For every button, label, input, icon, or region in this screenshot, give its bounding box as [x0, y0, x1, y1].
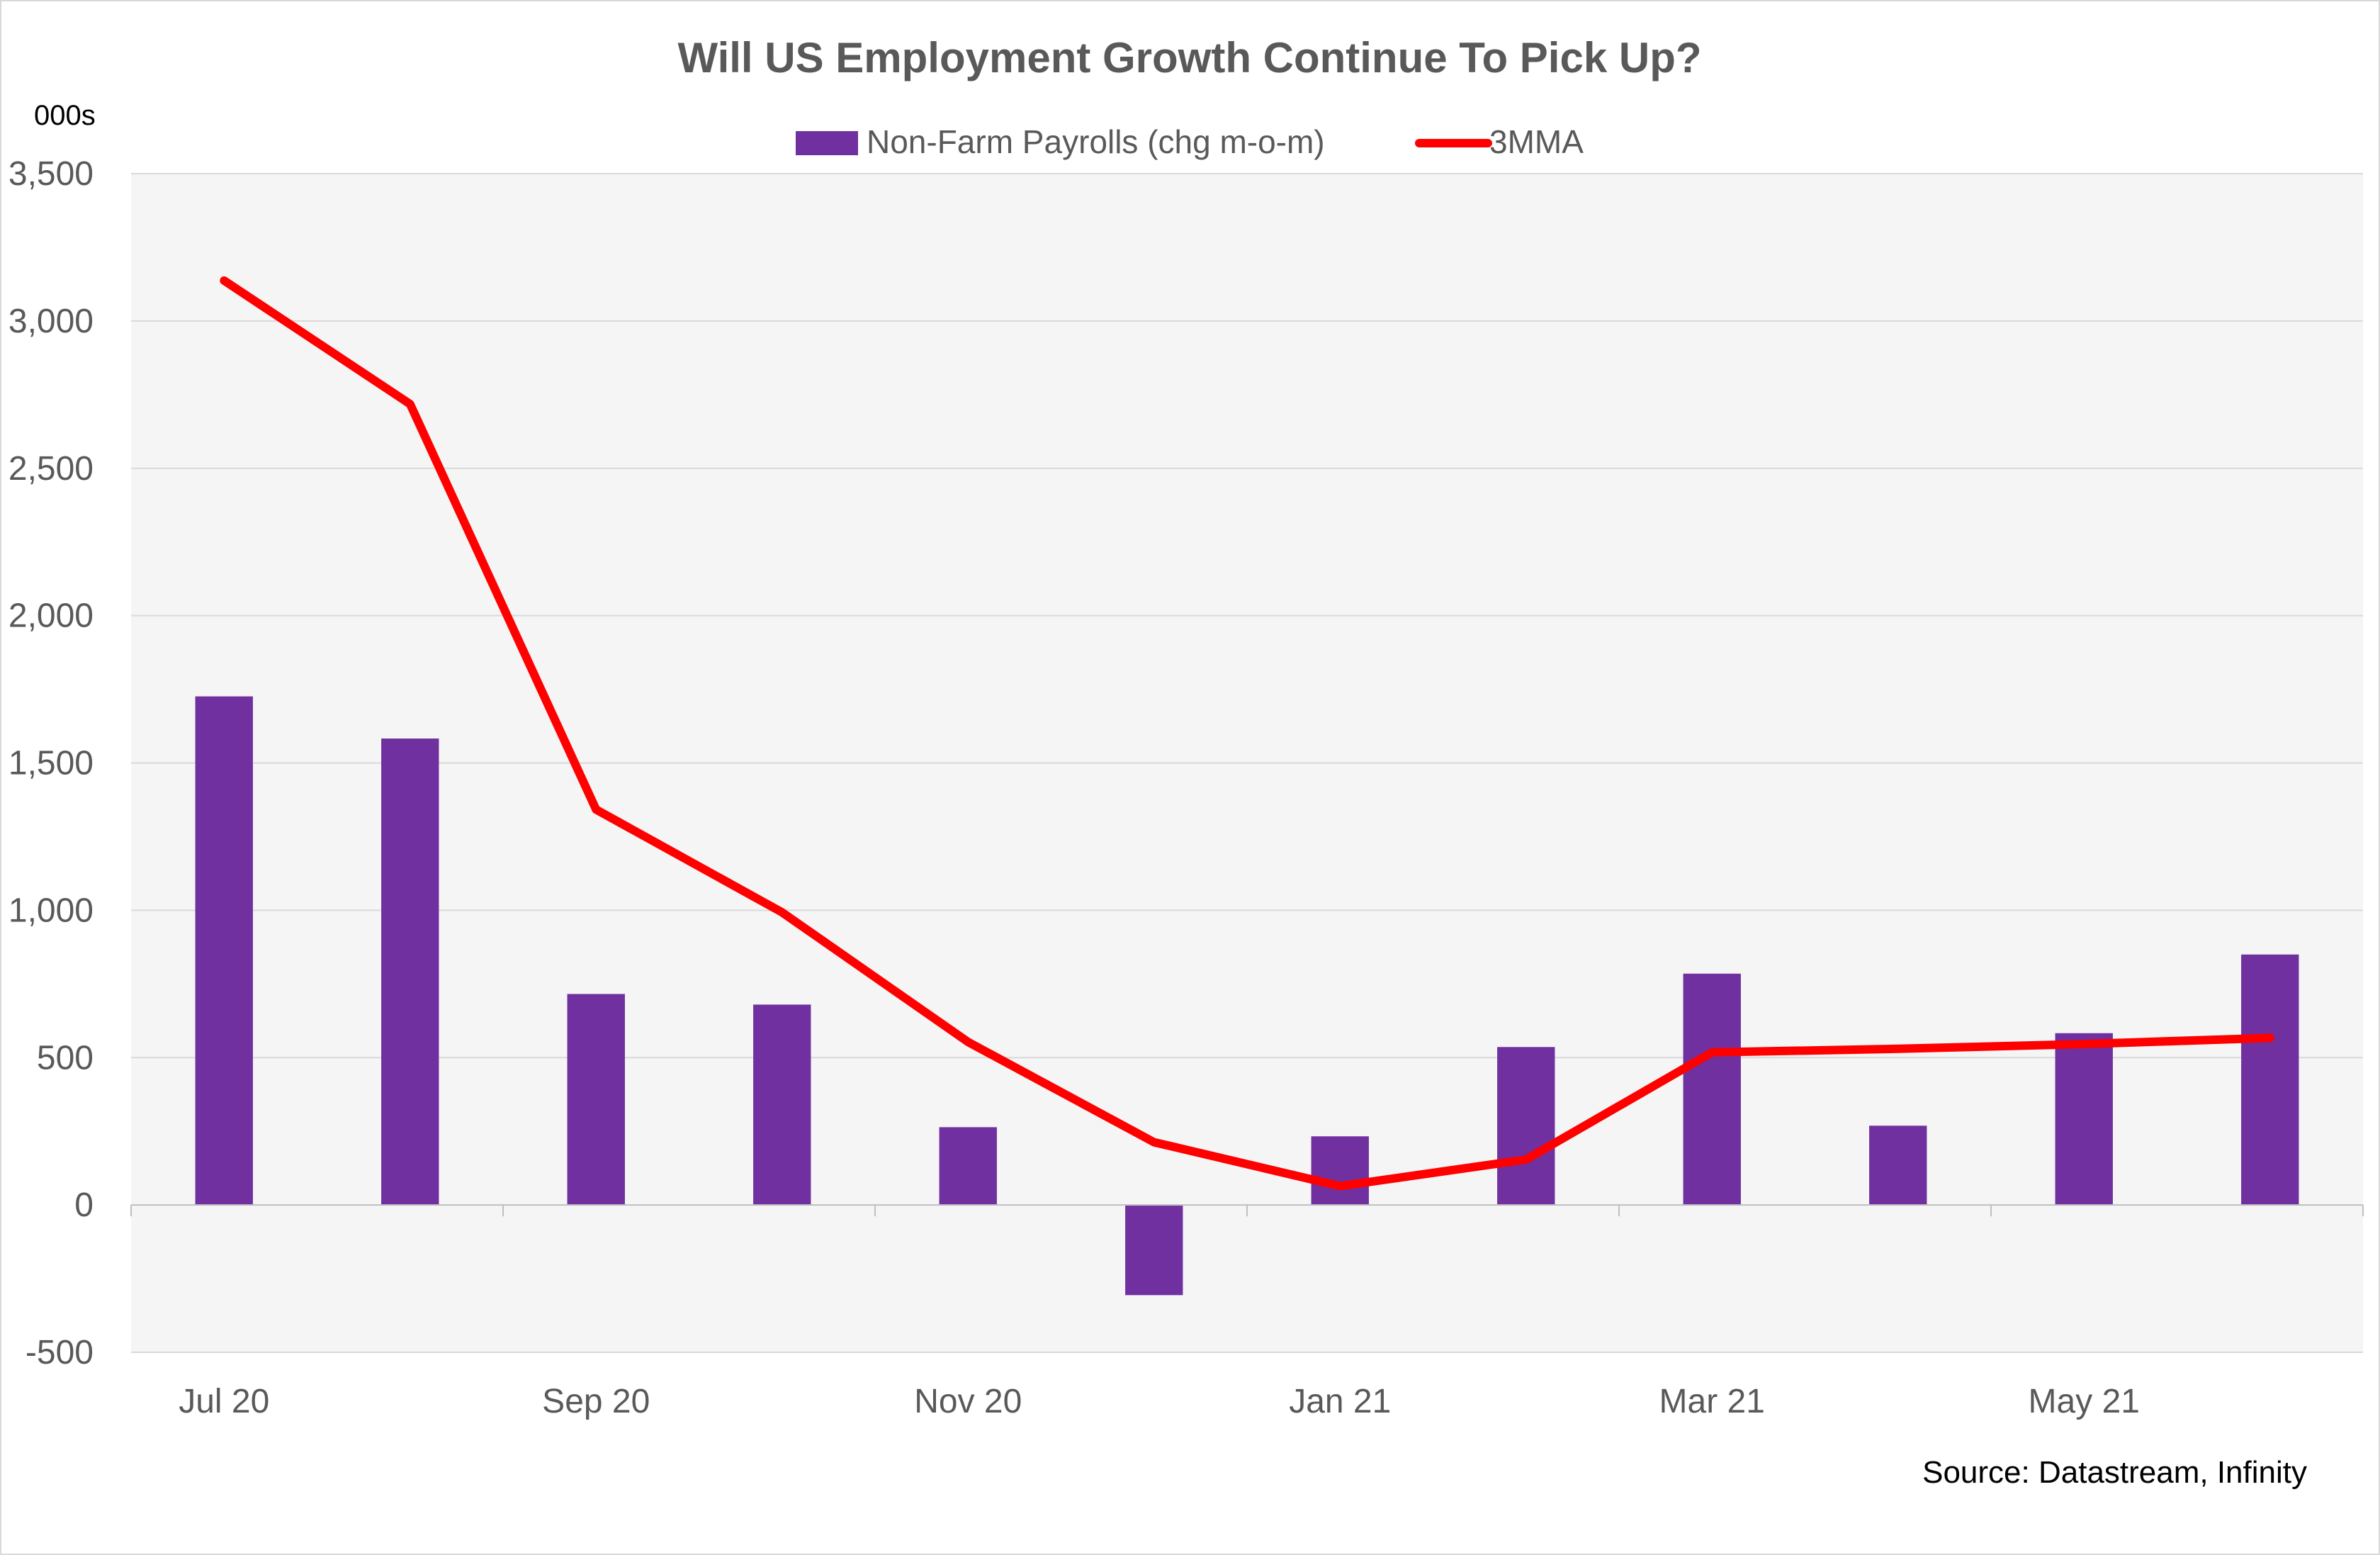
y-tick-label: 1,500 — [9, 745, 94, 782]
x-axis-labels: Jul 20 Sep 20 Nov 20 Jan 21 Mar 21 May 21 — [179, 1383, 2140, 1420]
x-tick-label: Sep 20 — [542, 1383, 650, 1420]
legend-label-payrolls: Non-Farm Payrolls (chg m-o-m) — [867, 123, 1325, 160]
source-note: Source: Datastream, Infinity — [1922, 1455, 2307, 1490]
x-tick-label: Nov 20 — [914, 1383, 1022, 1420]
y-tick-label: 2,000 — [9, 597, 94, 635]
x-tick-label: Mar 21 — [1659, 1383, 1765, 1420]
y-axis-unit-label: 000s — [34, 100, 96, 131]
y-tick-label: -500 — [26, 1334, 94, 1371]
bar — [1497, 1047, 1555, 1206]
gridlines — [131, 173, 2363, 1353]
bar — [1125, 1205, 1183, 1296]
bar — [1869, 1125, 1927, 1206]
x-axis — [130, 1204, 2364, 1217]
x-tick-label: May 21 — [2029, 1383, 2140, 1420]
x-tick-label: Jan 21 — [1289, 1383, 1391, 1420]
line-series — [220, 276, 2274, 1191]
bar-series — [195, 696, 2299, 1296]
x-tick-label: Jul 20 — [179, 1383, 269, 1420]
series-line-3mma — [220, 276, 2274, 1191]
y-tick-label: 1,000 — [9, 892, 94, 929]
legend-swatch-payrolls — [796, 131, 858, 155]
bar — [939, 1127, 997, 1206]
legend-label-3mma: 3MMA — [1489, 123, 1584, 160]
y-tick-label: 0 — [74, 1186, 94, 1224]
y-tick-label: 3,000 — [9, 303, 94, 340]
y-tick-label: 2,500 — [9, 450, 94, 488]
bar — [753, 1004, 811, 1206]
y-tick-label: 3,500 — [9, 155, 94, 193]
bar — [381, 738, 439, 1206]
chart-title: Will US Employment Growth Continue To Pi… — [677, 34, 1701, 82]
bar — [1683, 973, 1741, 1206]
bar — [195, 696, 253, 1206]
y-tick-label: 500 — [37, 1039, 94, 1077]
legend: Non-Farm Payrolls (chg m-o-m) 3MMA — [796, 123, 1584, 160]
bar — [1311, 1136, 1369, 1206]
bar — [2241, 954, 2299, 1206]
bar — [567, 994, 625, 1206]
bar — [2055, 1033, 2113, 1206]
y-axis-labels: -500 0 500 1,000 1,500 2,000 2,500 3,000 3,500 — [9, 155, 94, 1371]
